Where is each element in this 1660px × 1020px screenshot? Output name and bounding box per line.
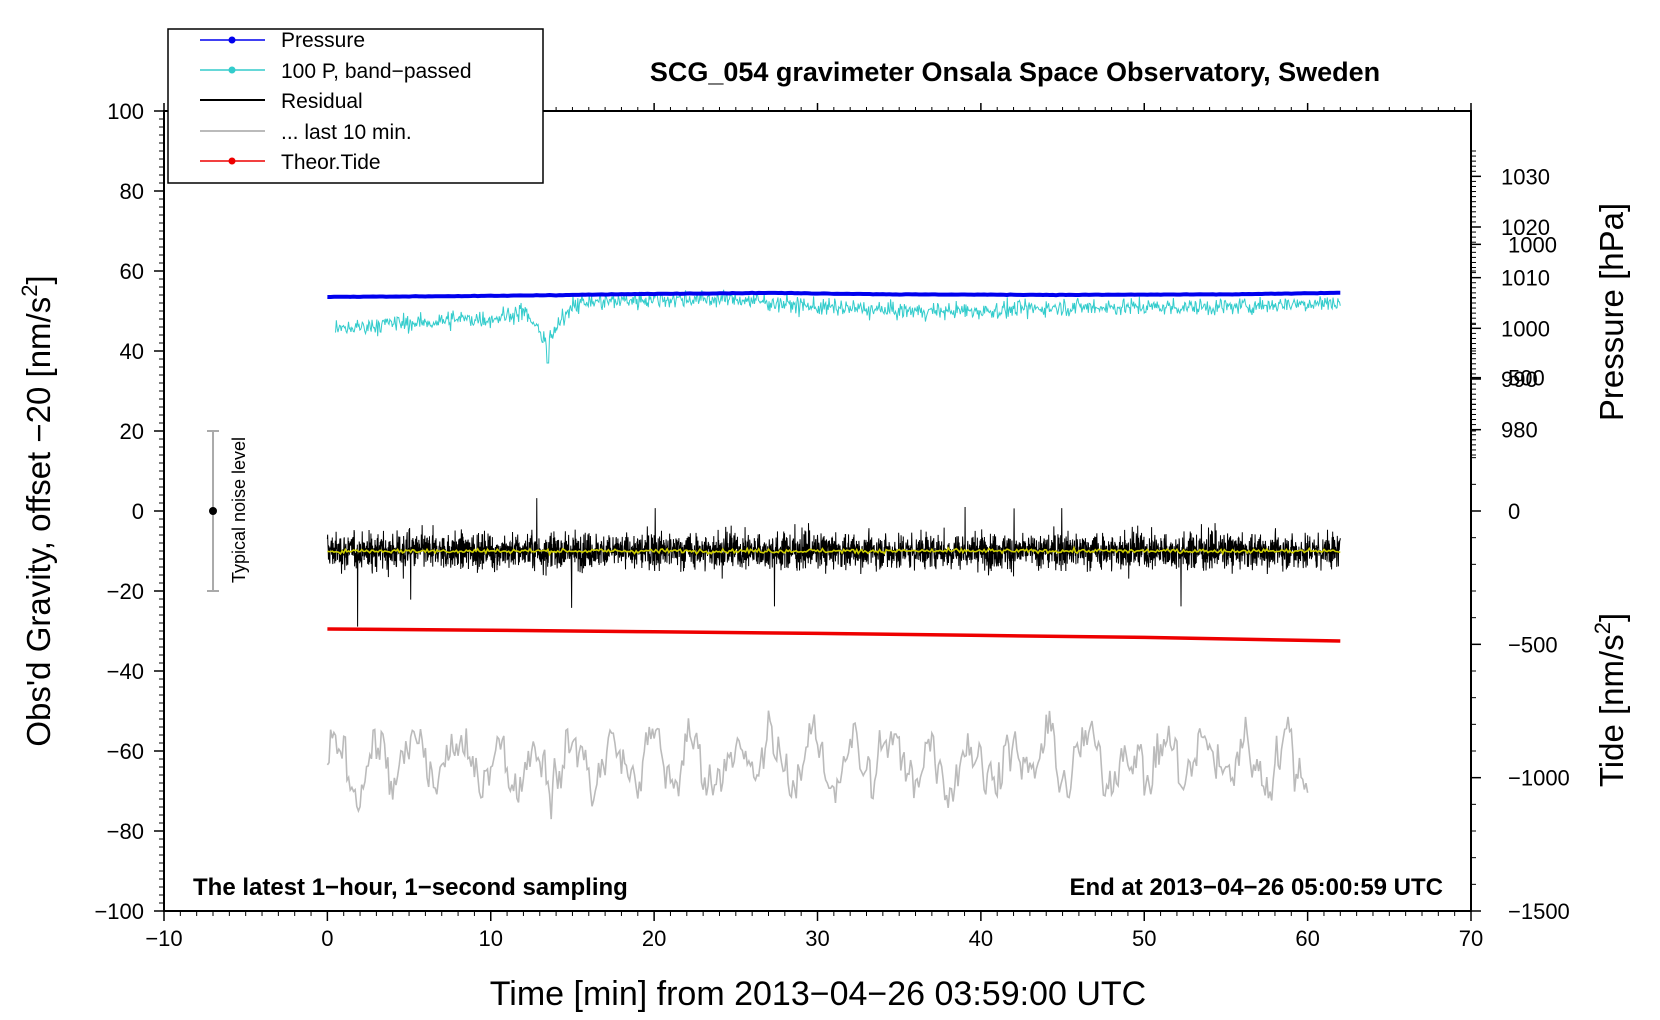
series-pressure	[327, 290, 1341, 300]
y-axis-label-sup: 2	[17, 285, 42, 297]
series-residual	[326, 498, 1341, 627]
plot-frame	[163, 110, 1472, 912]
y-tick-label: 40	[120, 339, 144, 364]
x-axis-label: Time [min] from 2013−04−26 03:59:00 UTC	[490, 975, 1146, 1013]
pressure-tick-label: 980	[1501, 418, 1538, 443]
legend-label-residual: Residual	[281, 90, 363, 113]
pressure-tick-label: 990	[1501, 367, 1538, 392]
annotation-right: End at 2013−04−26 05:00:59 UTC	[1069, 874, 1443, 901]
x-tick-label: 30	[805, 926, 829, 951]
legend-label-tide: Theor.Tide	[281, 151, 381, 174]
x-tick-label: 60	[1295, 926, 1319, 951]
y-tick-label: −60	[107, 739, 144, 764]
pressure-tick-label: 1030	[1501, 164, 1550, 189]
tide-label-main: Tide [nm/s	[1593, 634, 1630, 787]
legend-label-pressure: Pressure	[281, 29, 365, 52]
x-tick-label: 0	[321, 926, 333, 951]
y-tick-label: −20	[107, 579, 144, 604]
tide-tick-label: −1500	[1508, 899, 1570, 924]
y-tick-label: −100	[94, 899, 144, 924]
tide-tick-label: 0	[1508, 499, 1520, 524]
y-tick-label: −80	[107, 819, 144, 844]
y-axis-label-main: Obs'd Gravity, offset −20 [nm/s	[20, 297, 57, 747]
x-tick-label: 50	[1132, 926, 1156, 951]
legend-marker-tide	[228, 157, 236, 165]
legend-label-last10: ... last 10 min.	[281, 121, 412, 144]
annotation-left: The latest 1−hour, 1−second sampling	[193, 874, 628, 901]
y-axis-label-pressure: Pressure [hPa]	[1593, 203, 1630, 421]
legend-box	[167, 28, 544, 184]
series-theor-tide	[327, 627, 1341, 643]
x-tick-label: 20	[642, 926, 666, 951]
y-tick-label: 20	[120, 419, 144, 444]
tide-tick-label: −500	[1508, 632, 1558, 657]
tide-tick-label: 500	[1508, 366, 1545, 391]
series-bandpassed	[335, 289, 1341, 364]
series-residual-running-mean	[327, 545, 1341, 557]
y-tick-label: 80	[120, 179, 144, 204]
y-axis-label-gravity: Obs'd Gravity, offset −20 [nm/s2]	[17, 275, 57, 746]
y-tick-label: 0	[132, 499, 144, 524]
noise-bar-center	[209, 507, 218, 515]
y-axis-label-end: ]	[20, 275, 57, 284]
noise-level-indicator	[207, 430, 220, 592]
y-axis-label-tide: Tide [nm/s2]	[1590, 613, 1630, 787]
plot-traces	[326, 289, 1341, 820]
tide-tick-label: −1000	[1508, 766, 1570, 791]
x-tick-label: 40	[969, 926, 993, 951]
y-tick-label: −40	[107, 659, 144, 684]
pressure-tick-label: 1000	[1501, 316, 1550, 341]
legend-label-bandpassed: 100 P, band−passed	[281, 60, 472, 83]
legend-marker-pressure	[228, 36, 236, 44]
x-tick-label: −10	[145, 926, 182, 951]
noise-level-label: Typical noise level	[229, 437, 249, 583]
tide-tick-label: 1000	[1508, 232, 1557, 257]
y-tick-label: 100	[107, 99, 144, 124]
legend: Pressure 100 P, band−passed Residual ...…	[167, 28, 544, 184]
series-last-10-min	[326, 710, 1309, 820]
chart-title: SCG_054 gravimeter Onsala Space Observat…	[650, 57, 1380, 87]
tide-label-sup: 2	[1590, 622, 1615, 634]
x-tick-label: 10	[479, 926, 503, 951]
tide-label-end: ]	[1593, 613, 1630, 622]
y-tick-label: 60	[120, 259, 144, 284]
pressure-tick-label: 1020	[1501, 215, 1550, 240]
axis-ticks: −10 0 10 20 30 40 50 60 70−100−80−60−40−20020406…	[94, 99, 1569, 951]
pressure-tick-label: 1010	[1501, 266, 1550, 291]
legend-marker-bandpassed	[228, 66, 236, 74]
x-tick-label: 70	[1459, 926, 1483, 951]
